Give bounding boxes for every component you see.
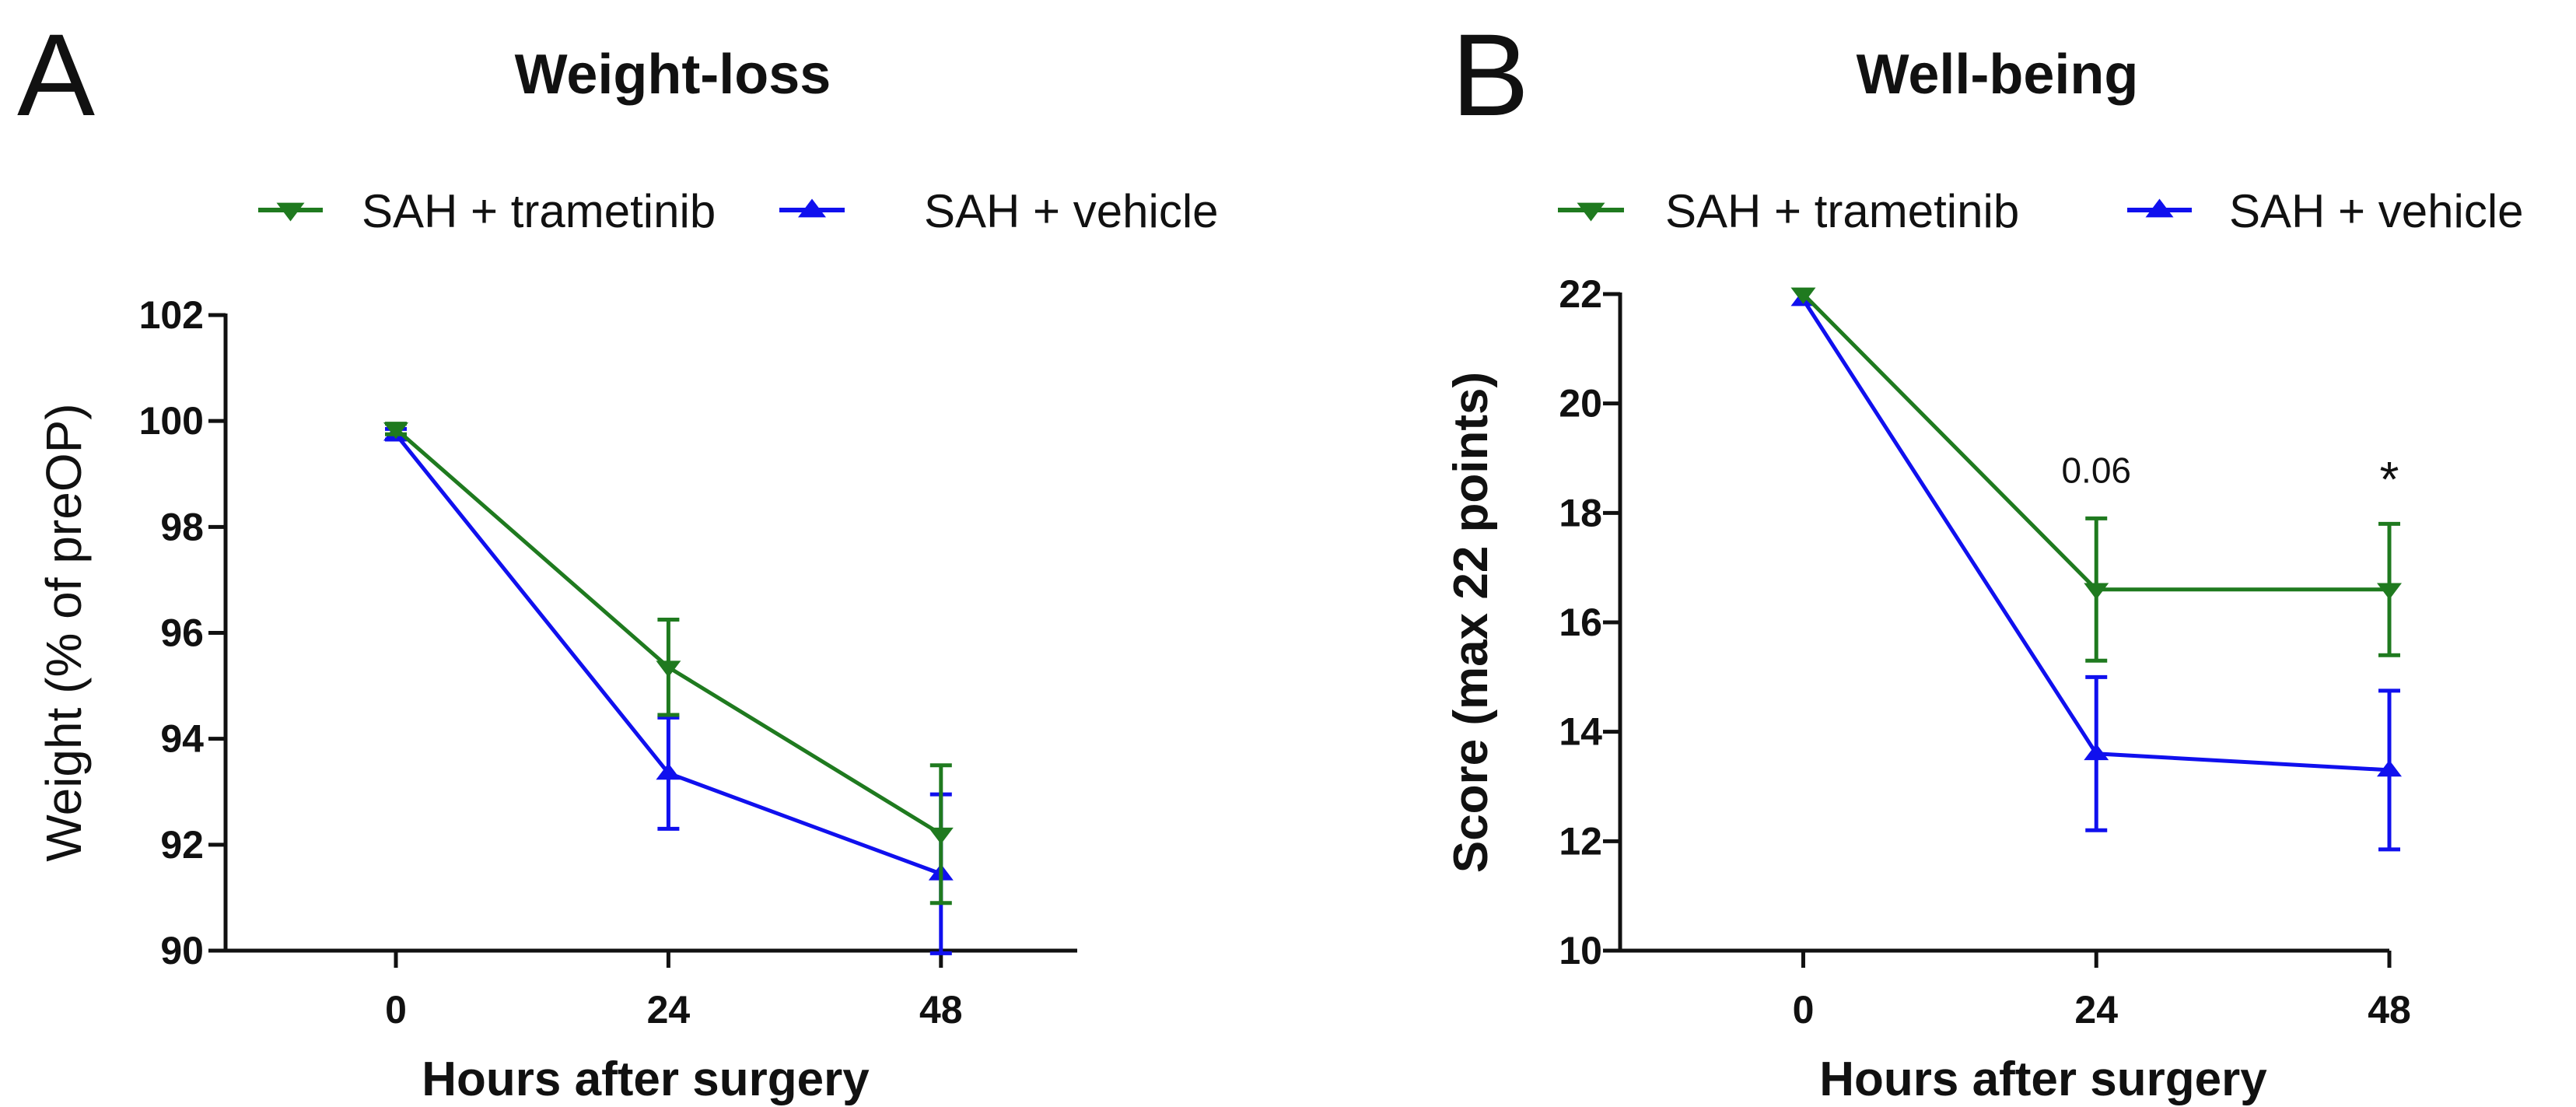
legend-label: SAH + trametinib: [362, 185, 716, 237]
chart-title: Weight-loss: [515, 44, 831, 106]
data-point: [1790, 287, 1816, 304]
x-tick-label: 0: [385, 988, 407, 1032]
y-tick-label: 12: [1559, 819, 1602, 863]
data-point: [656, 660, 681, 678]
y-tick-label: 98: [160, 505, 204, 548]
legend: SAH + trametinib SAH + vehicle: [1558, 185, 2524, 237]
y-tick-label: 92: [160, 823, 204, 867]
y-tick-label: 20: [1559, 382, 1602, 426]
y-tick-label: 16: [1559, 601, 1602, 644]
legend-label: SAH + trametinib: [1665, 185, 2019, 237]
legend: SAH + trametinib SAH + vehicle: [258, 185, 1219, 237]
panel-letter: B: [1451, 9, 1529, 140]
y-axis-label: Score (max 22 points): [1444, 372, 1498, 873]
y-tick-label: 22: [1559, 272, 1602, 316]
legend-marker: [1577, 202, 1605, 222]
x-tick-label: 0: [1793, 988, 1815, 1032]
series-trametinib: [383, 422, 954, 906]
annotation: *: [2380, 451, 2399, 507]
legend-marker: [276, 202, 305, 222]
data-point: [383, 422, 408, 440]
legend-label: SAH + vehicle: [2229, 185, 2524, 237]
x-tick-label: 24: [647, 988, 691, 1032]
y-tick-label: 10: [1559, 929, 1602, 972]
y-tick-label: 94: [160, 717, 204, 761]
data-point: [2084, 583, 2109, 600]
chart-title: Well-being: [1857, 44, 2139, 106]
data-point: [2377, 759, 2402, 777]
x-tick-label: 48: [919, 988, 963, 1032]
panel-a: A Weight-loss SAH + trametinib SAH + vehicl…: [17, 9, 1219, 1106]
panel-b: B Well-being SAH + trametinib SAH + vehicle…: [1444, 9, 2524, 1106]
legend-entry: SAH + vehicle: [779, 185, 1219, 237]
x-tick-label: 48: [2368, 988, 2411, 1032]
legend-entry: SAH + vehicle: [2127, 185, 2524, 237]
series-trametinib: [1790, 287, 2402, 663]
data-point: [928, 827, 954, 845]
x-tick-label: 24: [2074, 988, 2118, 1032]
axes: 90 92 94 96 98 100 102 0 24 48: [139, 293, 1077, 1032]
data-point: [2084, 743, 2109, 761]
y-tick-label: 14: [1559, 710, 1602, 754]
panel-letter: A: [17, 9, 95, 140]
axes: 10 12 14 16 18 20 22 0 24 48: [1559, 272, 2410, 1032]
data-point: [2377, 583, 2402, 600]
x-axis-label: Hours after surgery: [422, 1053, 870, 1106]
annotation: 0.06: [2061, 450, 2131, 491]
y-axis-label: Weight (% of preOP): [36, 403, 92, 861]
y-tick-label: 90: [160, 929, 204, 972]
y-tick-label: 100: [139, 399, 204, 443]
legend-entry: SAH + trametinib: [1558, 185, 2019, 237]
data-point: [656, 763, 681, 780]
y-tick-label: 18: [1559, 491, 1602, 534]
legend-label: SAH + vehicle: [924, 185, 1219, 237]
y-tick-label: 102: [139, 293, 204, 337]
y-tick-label: 96: [160, 611, 204, 655]
x-axis-label: Hours after surgery: [1819, 1053, 2267, 1106]
legend-marker: [798, 198, 826, 218]
legend-marker: [2145, 198, 2174, 218]
legend-entry: SAH + trametinib: [258, 185, 716, 237]
